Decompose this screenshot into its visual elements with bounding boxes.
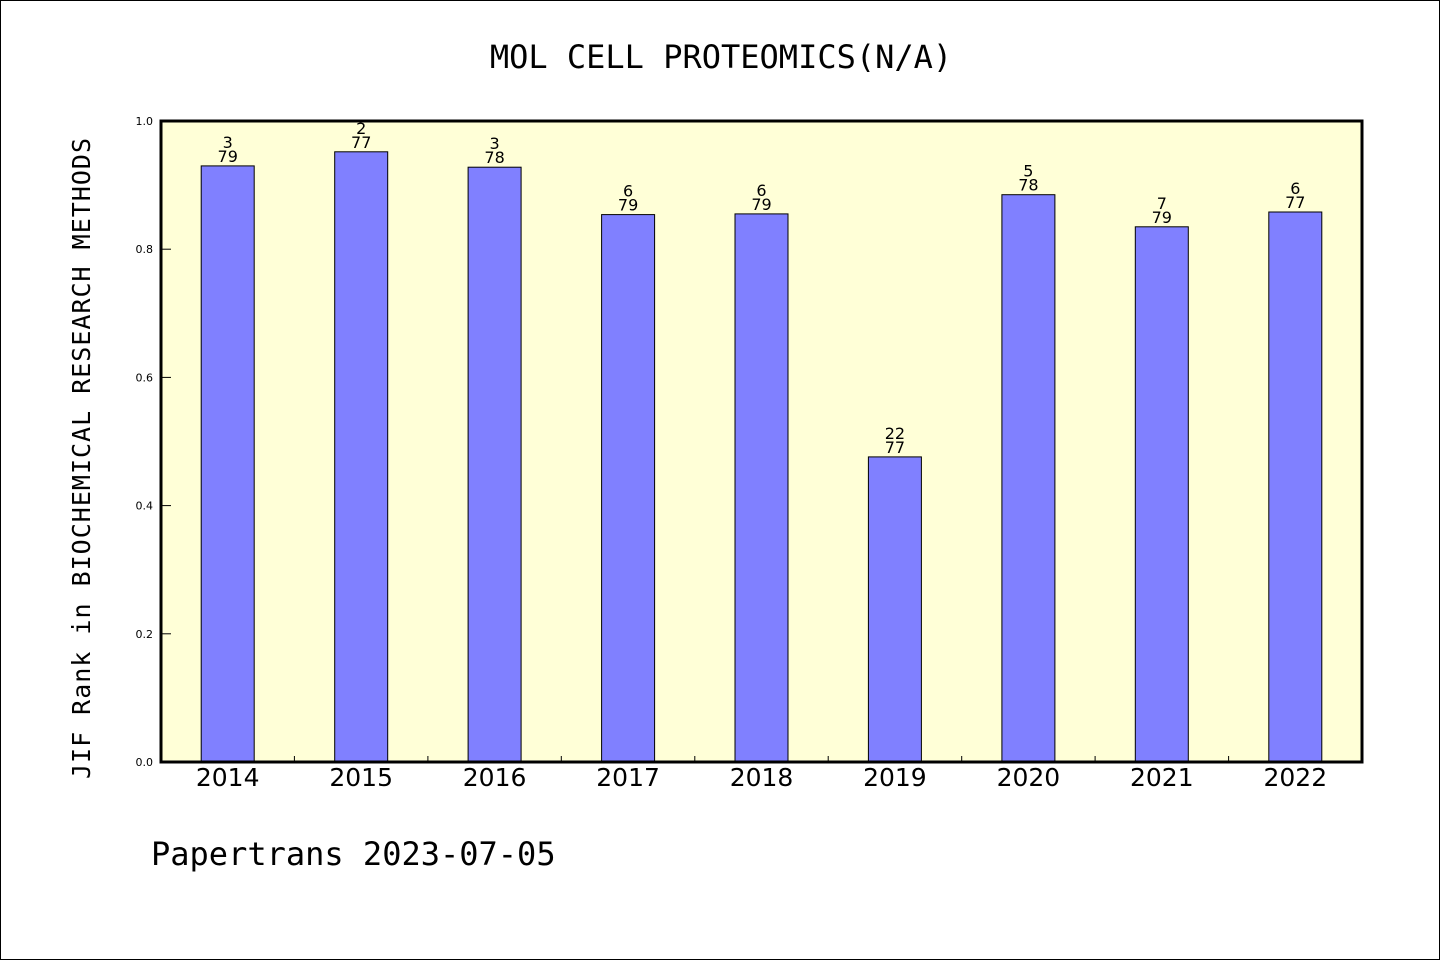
bar-total-label-2017: 79 bbox=[618, 196, 638, 215]
bar-2015 bbox=[334, 151, 389, 763]
bar-total-label-2018: 79 bbox=[751, 195, 771, 214]
bar-2021 bbox=[1134, 226, 1189, 763]
bar-total-label-2015: 77 bbox=[351, 133, 371, 152]
bar-2018 bbox=[734, 213, 789, 763]
y-tick-label: 0.0 bbox=[136, 756, 154, 769]
bar-2016 bbox=[467, 166, 522, 763]
bar-rank-label-2020: 5 bbox=[1023, 162, 1033, 181]
y-tick-label: 0.6 bbox=[136, 371, 154, 384]
plot-frame bbox=[159, 119, 1364, 764]
bar-rank-label-2017: 6 bbox=[623, 182, 633, 201]
bar-rank-label-2015: 2 bbox=[356, 119, 366, 138]
bar-2014 bbox=[200, 165, 255, 763]
bar-total-label-2022: 77 bbox=[1285, 193, 1305, 212]
bar-rank-label-2014: 3 bbox=[223, 133, 233, 152]
bar-rank-label-2019: 22 bbox=[885, 424, 905, 443]
bar-2022 bbox=[1268, 211, 1323, 763]
bar-rank-label-2016: 3 bbox=[490, 134, 500, 153]
bar-total-label-2020: 78 bbox=[1018, 176, 1038, 195]
x-tick-label-2016: 2016 bbox=[463, 763, 527, 792]
bar-total-label-2016: 78 bbox=[484, 148, 504, 167]
x-tick-label-2022: 2022 bbox=[1263, 763, 1327, 792]
bar-total-label-2019: 77 bbox=[885, 438, 905, 457]
x-tick-label-2020: 2020 bbox=[997, 763, 1061, 792]
bar-2019 bbox=[867, 456, 922, 763]
x-tick-label-2015: 2015 bbox=[329, 763, 393, 792]
bar-2020 bbox=[1001, 194, 1056, 763]
y-tick-label: 0.8 bbox=[136, 243, 154, 256]
x-tick-label-2021: 2021 bbox=[1130, 763, 1194, 792]
bar-rank-label-2018: 6 bbox=[756, 181, 766, 200]
y-tick-label: 1.0 bbox=[136, 115, 154, 128]
bar-total-label-2021: 79 bbox=[1152, 208, 1172, 227]
chart-title: MOL CELL PROTEOMICS(N/A) bbox=[490, 38, 952, 76]
bar-total-label-2014: 79 bbox=[218, 147, 238, 166]
y-axis-label: JIF Rank in BIOCHEMICAL RESEARCH METHODS bbox=[67, 137, 96, 779]
footer-text: Papertrans 2023-07-05 bbox=[151, 835, 556, 873]
x-tick-label-2019: 2019 bbox=[863, 763, 927, 792]
ticks-layer: 2014 2015 2016 2017 2018 2019 2020 2021 2022 0.0 0… bbox=[136, 115, 1328, 792]
y-tick-label: 0.2 bbox=[136, 628, 154, 641]
x-tick-label-2017: 2017 bbox=[596, 763, 660, 792]
bar-rank-label-2022: 6 bbox=[1290, 179, 1300, 198]
x-tick-label-2014: 2014 bbox=[196, 763, 260, 792]
y-tick-label: 0.4 bbox=[136, 500, 154, 513]
x-tick-label-2018: 2018 bbox=[730, 763, 794, 792]
bar-2017 bbox=[601, 214, 656, 763]
bar-rank-label-2021: 7 bbox=[1157, 194, 1167, 213]
